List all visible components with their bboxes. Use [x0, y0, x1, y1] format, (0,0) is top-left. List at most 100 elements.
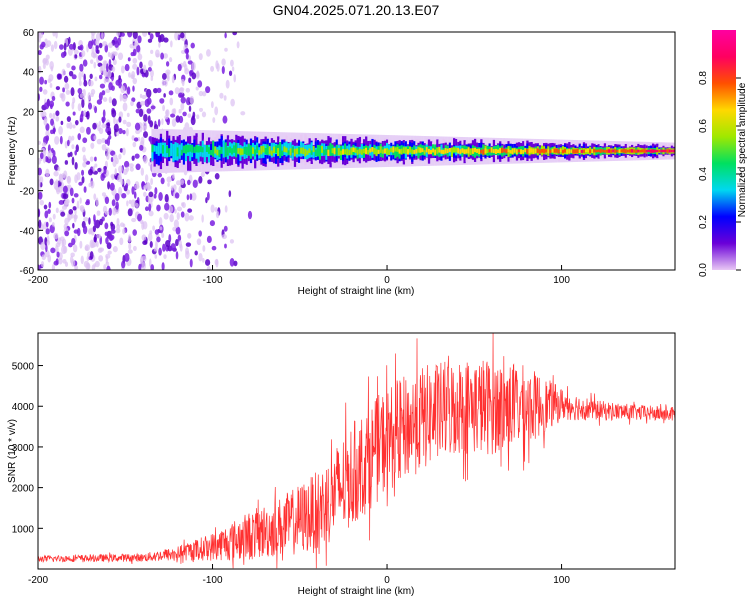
spectrogram-signal-cell — [262, 145, 265, 153]
spectrogram-noise-cell — [80, 255, 84, 265]
spectrogram-signal-cell — [231, 148, 234, 155]
spectrogram-noise-cell — [127, 249, 133, 254]
spectrogram-signal-cell — [369, 148, 372, 153]
spectrogram-signal-cell — [241, 148, 244, 155]
spectrogram-noise-cell — [71, 237, 76, 246]
spectrogram-noise-cell — [146, 97, 152, 105]
spectrogram-noise-cell — [104, 139, 108, 145]
spectrogram-noise-cell — [168, 57, 173, 63]
spectrogram-noise-cell — [129, 43, 135, 49]
spectrogram-noise-cell — [52, 213, 56, 220]
spectrogram-y-tick-label: 0 — [28, 147, 34, 158]
spectrogram-signal-cell — [595, 149, 598, 153]
spectrogram-noise-cell — [59, 135, 63, 145]
spectrogram-signal-cell — [654, 149, 657, 153]
spectrogram-signal-cell — [388, 145, 391, 154]
spectrogram-signal-cell — [168, 148, 171, 158]
spectrogram-signal-cell — [392, 146, 395, 153]
spectrogram-noise-cell — [91, 264, 96, 270]
spectrogram-signal-cell — [201, 147, 204, 153]
spectrogram-signal-cell — [656, 149, 659, 153]
spectrogram-noise-cell — [142, 240, 148, 246]
spectrogram-noise-cell — [119, 93, 123, 102]
spectrogram-noise-cell — [155, 32, 159, 38]
spectrogram-noise-cell — [198, 252, 203, 262]
spectrogram-noise-cell — [89, 239, 95, 249]
spectrogram-noise-cell — [51, 95, 56, 102]
spectrogram-noise-cell — [185, 87, 191, 93]
spectrogram-noise-cell — [215, 210, 220, 219]
spectrogram-noise-cell — [150, 178, 154, 185]
spectrogram-noise-cell — [223, 95, 227, 101]
spectrogram-signal-cell — [327, 149, 330, 157]
spectrogram-signal-cell — [358, 148, 362, 154]
spectrogram-signal-cell — [367, 149, 370, 155]
spectrogram-signal-cell — [520, 149, 523, 155]
spectrogram-noise-cell — [40, 152, 44, 160]
spectrogram-noise-cell — [106, 265, 111, 270]
spectrogram-noise-cell — [122, 129, 126, 135]
spectrogram-noise-cell — [108, 207, 112, 216]
spectrogram-noise-cell — [188, 105, 192, 112]
spectrogram-signal-cell — [507, 148, 510, 153]
spectrogram-noise-cell — [103, 264, 107, 270]
spectrogram-noise-cell — [46, 40, 52, 47]
spectrogram-noise-cell — [141, 94, 147, 100]
spectrogram-noise-cell — [98, 42, 103, 49]
spectrogram-noise-cell — [176, 212, 180, 221]
spectrogram-noise-cell — [94, 163, 98, 168]
spectrogram-signal-cell — [549, 149, 552, 154]
spectrogram-signal-cell — [371, 147, 374, 158]
spectrogram-signal-cell — [473, 147, 477, 153]
spectrogram-noise-cell — [133, 191, 137, 199]
spectrogram-noise-cell — [94, 233, 98, 243]
spectrogram-noise-cell — [190, 42, 195, 49]
spectrogram-noise-cell — [83, 73, 86, 83]
spectrogram-signal-cell — [197, 146, 200, 153]
spectrogram-noise-cell — [77, 103, 82, 112]
spectrogram-noise-cell — [59, 44, 64, 50]
spectrogram-noise-cell — [180, 79, 185, 84]
spectrogram-noise-cell — [155, 240, 158, 250]
spectrogram-noise-cell — [88, 227, 94, 234]
spectrogram-noise-cell — [118, 153, 122, 160]
spectrogram-noise-cell — [71, 65, 76, 71]
spectrogram-noise-cell — [110, 229, 116, 234]
spectrogram-noise-cell — [122, 119, 127, 125]
spectrogram-noise-cell — [181, 201, 186, 209]
spectrogram-noise-cell — [184, 212, 190, 222]
spectrogram-noise-cell — [44, 79, 48, 85]
spectrogram-noise-cell — [106, 63, 109, 73]
spectrogram-noise-cell — [125, 127, 129, 137]
spectrogram-noise-cell — [128, 72, 131, 78]
spectrogram-signal-cell — [285, 147, 288, 153]
spectrogram-noise-cell — [88, 217, 91, 225]
spectrogram-noise-cell — [82, 59, 88, 67]
spectrogram-noise-cell — [143, 131, 149, 139]
spectrogram-signal-cell — [354, 148, 357, 153]
spectrogram-signal-cell — [295, 148, 299, 155]
spectrogram-noise-cell — [90, 180, 95, 189]
spectrogram-noise-cell — [191, 72, 197, 80]
spectrogram-noise-cell — [105, 237, 109, 245]
spectrogram-noise-cell — [94, 106, 98, 114]
colorbar-tick-label: 0.6 — [698, 119, 709, 133]
spectrogram-noise-cell — [90, 88, 96, 95]
spectrogram-signal-cell — [587, 149, 590, 153]
spectrogram-noise-cell — [189, 95, 195, 105]
spectrogram-noise-cell — [111, 66, 116, 73]
spectrogram-noise-cell — [180, 179, 185, 186]
spectrogram-noise-cell — [74, 120, 79, 126]
spectrogram-signal-cell — [197, 144, 200, 163]
spectrogram-noise-cell — [228, 190, 232, 198]
spectrogram-noise-cell — [93, 214, 96, 222]
spectrogram-noise-cell — [66, 116, 72, 122]
spectrogram-noise-cell — [55, 207, 59, 214]
spectrogram-noise-cell — [61, 68, 66, 77]
spectrogram-noise-cell — [74, 162, 78, 170]
spectrogram-signal-cell — [438, 146, 441, 153]
spectrogram-noise-cell — [196, 114, 200, 119]
spectrogram-signal-cell — [440, 149, 443, 154]
spectrogram-noise-cell — [64, 160, 69, 165]
spectrogram-noise-cell — [143, 113, 148, 122]
